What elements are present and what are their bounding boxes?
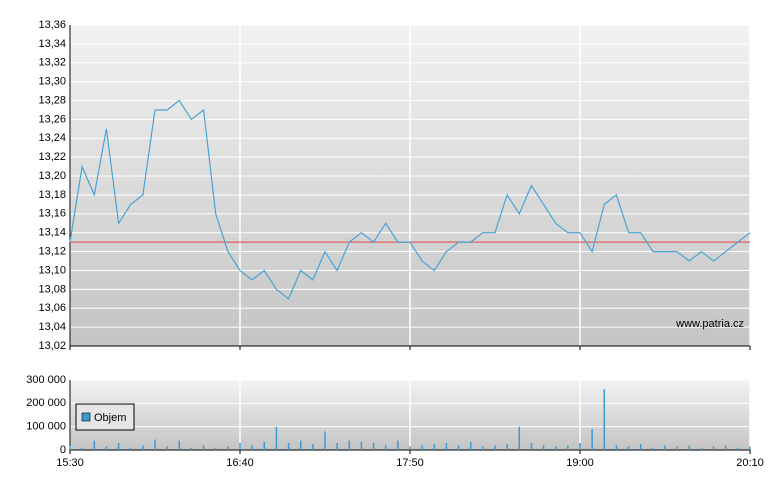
- y-tick-label: 13,26: [38, 113, 66, 125]
- volume-bar: [433, 444, 436, 450]
- y-tick-label: 13,12: [38, 245, 66, 257]
- volume-bar: [482, 446, 484, 450]
- volume-bar: [518, 426, 521, 450]
- volume-bar: [190, 447, 193, 450]
- volume-bar: [724, 445, 727, 450]
- volume-bar: [494, 445, 496, 450]
- volume-bar: [579, 443, 581, 450]
- volume-bar: [712, 446, 715, 450]
- volume-bar: [639, 444, 642, 450]
- y-tick-label: 13,06: [38, 302, 66, 314]
- volume-bar: [445, 443, 448, 450]
- volume-bar: [227, 446, 229, 450]
- x-tick-label: 19:00: [566, 457, 594, 469]
- volume-bar: [154, 439, 156, 450]
- volume-bar: [530, 443, 533, 450]
- y-tick-label: 13,34: [38, 38, 66, 50]
- y-tick-label: 13,22: [38, 151, 66, 163]
- volume-bar: [275, 426, 278, 450]
- x-tick-label: 15:30: [56, 457, 84, 469]
- volume-bar: [737, 447, 739, 450]
- volume-bar: [299, 440, 302, 450]
- volume-bar: [214, 447, 217, 450]
- y-tick-label: 100 000: [26, 421, 66, 433]
- volume-bar: [166, 446, 168, 450]
- y-tick-label: 13,24: [38, 132, 66, 144]
- volume-bar: [542, 445, 545, 450]
- volume-bar: [664, 445, 666, 450]
- volume-bar: [603, 389, 606, 450]
- volume-bar: [142, 445, 144, 450]
- volume-bar: [469, 441, 472, 450]
- y-tick-label: 13,10: [38, 264, 66, 276]
- y-tick-label: 13,20: [38, 170, 66, 182]
- volume-bar: [591, 429, 593, 450]
- volume-bar: [384, 445, 387, 450]
- y-tick-label: 13,30: [38, 76, 66, 88]
- volume-bar: [615, 445, 618, 450]
- x-tick-label: 17:50: [396, 457, 424, 469]
- volume-bar: [652, 447, 654, 450]
- volume-bar: [688, 445, 691, 450]
- volume-bar: [263, 441, 266, 450]
- volume-bar: [567, 445, 569, 450]
- y-tick-label: 13,14: [38, 227, 66, 239]
- volume-bar: [129, 447, 132, 450]
- y-tick-label: 13,04: [38, 321, 66, 333]
- y-tick-label: 0: [60, 444, 66, 456]
- y-tick-label: 13,36: [38, 19, 66, 31]
- watermark: www.patria.cz: [675, 318, 744, 330]
- price-line: [69, 99, 751, 300]
- y-tick-label: 300 000: [26, 374, 66, 386]
- volume-bar: [421, 445, 423, 450]
- volume-bar: [506, 444, 508, 450]
- volume-bar: [457, 445, 460, 450]
- legend-label: Objem: [94, 412, 126, 424]
- volume-bar: [627, 446, 630, 450]
- volume-bar: [251, 445, 253, 450]
- x-tick-label: 16:40: [226, 457, 254, 469]
- volume-bar: [287, 443, 290, 450]
- x-tick-label: 20:10: [736, 457, 764, 469]
- volume-bar: [93, 440, 96, 450]
- volume-bar: [348, 440, 351, 450]
- volume-bar: [312, 444, 314, 450]
- volume-bar: [397, 440, 399, 450]
- volume-bar: [324, 431, 326, 450]
- volume-bar: [202, 445, 205, 450]
- volume-bar: [749, 446, 751, 450]
- volume-bar: [239, 443, 241, 450]
- volume-bar: [700, 447, 703, 450]
- volume-bar: [409, 446, 411, 450]
- volume-bar: [69, 445, 71, 450]
- volume-bar: [81, 447, 83, 450]
- y-tick-label: 200 000: [26, 397, 66, 409]
- volume-bar: [117, 443, 120, 450]
- volume-bar: [178, 440, 181, 450]
- volume-bar: [676, 446, 678, 450]
- legend-swatch: [81, 412, 91, 422]
- volume-bar: [360, 441, 363, 450]
- y-tick-label: 13,18: [38, 189, 66, 201]
- volume-bar: [554, 446, 557, 450]
- volume-bar: [336, 443, 338, 450]
- y-tick-label: 13,28: [38, 94, 66, 106]
- volume-bar: [372, 443, 375, 450]
- y-tick-label: 13,02: [38, 340, 66, 352]
- y-tick-label: 13,16: [38, 208, 66, 220]
- y-tick-label: 13,32: [38, 57, 66, 69]
- y-tick-label: 13,08: [38, 283, 66, 295]
- volume-bar: [105, 446, 108, 450]
